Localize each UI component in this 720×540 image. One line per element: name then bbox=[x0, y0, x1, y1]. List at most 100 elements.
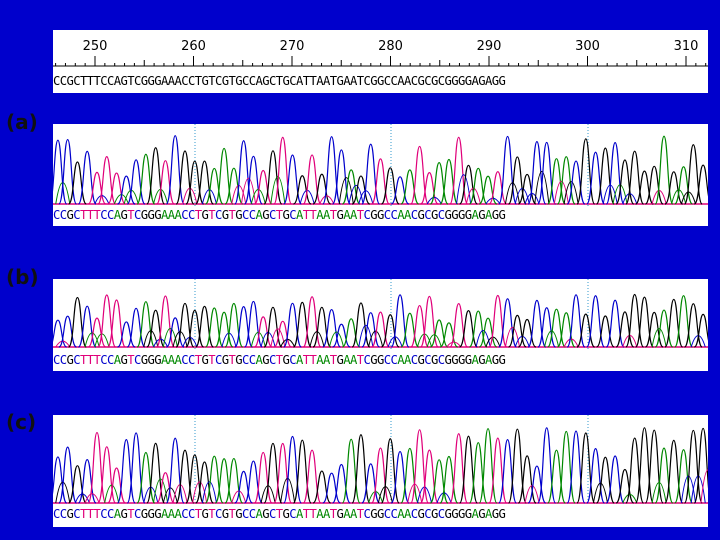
base-letter: G bbox=[478, 507, 485, 521]
trace-peak bbox=[693, 313, 708, 348]
base-letter: A bbox=[485, 208, 492, 222]
trace-peak bbox=[478, 317, 498, 348]
trace-peak bbox=[263, 150, 283, 205]
trace-peak bbox=[322, 136, 342, 205]
trace-peak bbox=[263, 442, 283, 504]
trace-peak bbox=[253, 451, 273, 504]
base-letter: C bbox=[59, 74, 67, 88]
trace-peak bbox=[214, 147, 234, 205]
trace-peak bbox=[136, 451, 156, 504]
base-letter: A bbox=[167, 74, 175, 88]
trace-peak bbox=[116, 439, 136, 504]
trace-secondary-peak bbox=[475, 330, 491, 348]
base-letter: C bbox=[424, 353, 431, 367]
base-letter: G bbox=[370, 208, 377, 222]
trace-peak bbox=[488, 437, 508, 504]
trace-peak bbox=[244, 460, 263, 504]
trace-secondary-peak bbox=[485, 197, 501, 205]
trace-secondary-peak bbox=[84, 332, 100, 348]
base-letter: C bbox=[215, 74, 222, 88]
trace-peak bbox=[234, 305, 254, 348]
base-letter: T bbox=[127, 74, 134, 88]
trace-peak bbox=[53, 456, 68, 504]
base-letter: G bbox=[370, 507, 377, 521]
base-letter: A bbox=[296, 74, 303, 88]
trace-secondary-peak bbox=[534, 170, 550, 205]
base-letter: G bbox=[235, 353, 242, 367]
trace-secondary-peak bbox=[504, 182, 521, 205]
trace-peak bbox=[117, 321, 136, 348]
base-letter: G bbox=[120, 353, 128, 367]
base-letter: C bbox=[424, 74, 431, 88]
base-letter: C bbox=[410, 74, 418, 88]
trace-peak bbox=[566, 160, 586, 205]
trace-peak bbox=[654, 447, 674, 504]
base-letter: A bbox=[343, 74, 350, 88]
trace-peak bbox=[254, 316, 273, 348]
trace-peak bbox=[566, 430, 586, 504]
trace-peak bbox=[556, 430, 576, 504]
chromatogram-panel-c: CCGCTTTCCAGTCGGGAAACCTGTCGTGCCAGCTGCATTA… bbox=[53, 415, 708, 527]
trace-peak bbox=[224, 302, 244, 348]
base-letter: A bbox=[343, 208, 350, 222]
trace-peak bbox=[468, 442, 488, 504]
trace-peak bbox=[68, 465, 87, 504]
base-letter: T bbox=[86, 507, 94, 521]
base-letter: G bbox=[451, 74, 458, 88]
chromatogram-trace-a bbox=[53, 124, 708, 206]
base-letter: G bbox=[201, 74, 209, 88]
base-letter: C bbox=[363, 208, 371, 222]
trace-secondary-peak bbox=[153, 338, 169, 348]
trace-peak bbox=[312, 470, 332, 504]
base-letter: G bbox=[120, 507, 128, 521]
base-letter: T bbox=[208, 353, 215, 367]
base-letter: A bbox=[397, 507, 404, 521]
base-letter: A bbox=[113, 208, 121, 222]
base-letter: C bbox=[100, 353, 107, 367]
trace-peak bbox=[693, 427, 708, 504]
base-letter: G bbox=[431, 507, 438, 521]
trace-peak bbox=[586, 151, 605, 205]
base-letter: A bbox=[323, 353, 330, 367]
base-letter: G bbox=[451, 507, 458, 521]
panel-label-a: (a) bbox=[6, 110, 38, 134]
base-letter: G bbox=[444, 507, 452, 521]
trace-peak bbox=[468, 167, 488, 205]
base-letter: G bbox=[444, 74, 452, 88]
trace-peak bbox=[312, 306, 332, 348]
base-letter: A bbox=[113, 507, 121, 521]
trace-peak bbox=[488, 294, 508, 348]
base-letter: G bbox=[221, 74, 229, 88]
trace-peak bbox=[410, 304, 429, 348]
base-letter: G bbox=[478, 353, 485, 367]
ruler-position-label: 260 bbox=[181, 39, 206, 54]
base-letter: C bbox=[269, 507, 276, 521]
base-letter: C bbox=[188, 74, 195, 88]
trace-peak bbox=[283, 435, 302, 504]
base-letter: C bbox=[53, 208, 60, 222]
base-letter: G bbox=[498, 353, 506, 367]
base-letter: T bbox=[93, 353, 101, 367]
trace-peak bbox=[459, 435, 478, 504]
trace-peak bbox=[292, 301, 312, 348]
base-letter: C bbox=[289, 208, 296, 222]
base-letter: C bbox=[289, 353, 296, 367]
base-letter: G bbox=[66, 353, 74, 367]
base-letter: G bbox=[458, 74, 465, 88]
trace-peak bbox=[518, 173, 537, 205]
trace-peak bbox=[234, 470, 254, 504]
base-letter: C bbox=[73, 74, 80, 88]
base-letter: A bbox=[485, 507, 492, 521]
base-letter: G bbox=[458, 353, 465, 367]
base-letter: C bbox=[363, 353, 371, 367]
base-letter: G bbox=[201, 208, 209, 222]
trace-peak bbox=[342, 318, 361, 348]
trace-peak bbox=[439, 455, 459, 504]
trace-peak bbox=[283, 302, 302, 348]
base-letter: G bbox=[201, 507, 209, 521]
trace-secondary-peak bbox=[465, 187, 481, 205]
trace-peak bbox=[273, 320, 292, 348]
base-letter: C bbox=[107, 208, 114, 222]
trace-peak bbox=[341, 438, 361, 504]
trace-secondary-peak bbox=[84, 493, 100, 504]
